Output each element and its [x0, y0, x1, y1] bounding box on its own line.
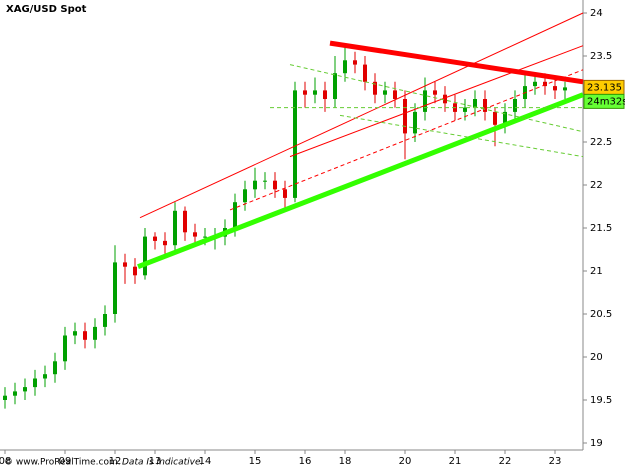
x-tick-label: 08	[0, 456, 11, 467]
candle-body	[413, 111, 417, 134]
trend-line	[229, 69, 584, 211]
candle-body	[123, 262, 127, 267]
x-tick-label: 09	[59, 456, 72, 467]
candle-body	[543, 81, 547, 87]
candle-body	[153, 236, 157, 241]
y-tick-label: 21.5	[590, 223, 612, 234]
trend-line	[137, 92, 584, 270]
candle-body	[423, 90, 427, 112]
trend-line	[289, 45, 584, 158]
candle-body	[363, 64, 367, 82]
trend-line	[339, 114, 584, 158]
countdown-box	[583, 93, 625, 109]
candle-body	[3, 395, 7, 400]
candle-body	[563, 87, 567, 91]
candle-body	[113, 262, 117, 314]
y-tick-label: 23.5	[590, 51, 612, 62]
candle-body	[443, 94, 447, 104]
candle-body	[303, 90, 307, 95]
x-tick-label: 20	[399, 456, 412, 467]
x-tick-label: 13	[149, 456, 162, 467]
candle-body	[93, 326, 97, 340]
candle-body	[173, 210, 177, 246]
candle-body	[533, 81, 537, 87]
candle-body	[373, 81, 377, 95]
candle-body	[263, 180, 267, 182]
candle-body	[403, 99, 407, 134]
candle-body	[133, 266, 137, 276]
candle-body	[273, 180, 277, 190]
x-tick-label: 16	[299, 456, 312, 467]
candle-body	[83, 331, 87, 340]
footer-note: Data Is Indicative.	[122, 458, 203, 468]
candle-body	[183, 210, 187, 233]
x-tick-label: 12	[109, 456, 122, 467]
candle-body	[13, 391, 17, 396]
x-tick-label: 22	[499, 456, 512, 467]
y-tick-label: 22.5	[590, 137, 612, 148]
candle-body	[483, 99, 487, 112]
candle-body	[103, 314, 107, 327]
candle-body	[333, 73, 337, 99]
footer: © www.ProRealTime.com.	[4, 458, 121, 468]
candle-body	[203, 236, 207, 238]
candle-body	[343, 60, 347, 74]
candle-body	[503, 111, 507, 125]
candle-body	[43, 374, 47, 379]
candle-body	[383, 90, 387, 95]
y-tick-label: 20.5	[590, 309, 612, 320]
trend-line	[329, 40, 584, 85]
trend-line	[139, 12, 584, 219]
y-tick-label: 20	[590, 352, 603, 363]
candle-body	[233, 202, 237, 228]
candle-body	[293, 90, 297, 198]
candle-body	[353, 60, 357, 65]
y-tick-label: 19	[590, 438, 603, 449]
candle-body	[473, 99, 477, 108]
candle-body	[63, 335, 67, 362]
candle-body	[323, 90, 327, 99]
candle-body	[193, 232, 197, 237]
chart-title: XAG/USD Spot	[6, 4, 87, 15]
candle-body	[313, 90, 317, 95]
last-price-label: 23.135	[587, 82, 622, 93]
candle-body	[433, 90, 437, 95]
x-tick-label: 14	[199, 456, 212, 467]
candle-body	[283, 189, 287, 198]
x-tick-label: 18	[339, 456, 352, 467]
candle-body	[73, 331, 77, 336]
x-tick-label: 21	[449, 456, 462, 467]
candle-body	[53, 361, 57, 375]
y-tick-label: 22	[590, 180, 603, 191]
candle-body	[253, 180, 257, 190]
candle-body	[553, 86, 557, 91]
countdown-label: 24m32s	[587, 96, 625, 107]
candle-body	[163, 240, 167, 246]
y-tick-label: 19.5	[590, 395, 612, 406]
candle-body	[493, 111, 497, 125]
y-tick-label: 21	[590, 266, 603, 277]
candle-body	[33, 378, 37, 388]
candle-body	[23, 387, 27, 392]
candle-body	[513, 99, 517, 112]
candle-body	[393, 90, 397, 99]
trend-line	[289, 64, 584, 133]
candle-body	[243, 189, 247, 203]
candle-body	[143, 236, 147, 276]
candle-body	[463, 107, 467, 112]
x-tick-label: 23	[549, 456, 562, 467]
y-tick-label: 24	[590, 8, 603, 19]
x-tick-label: 15	[249, 456, 262, 467]
